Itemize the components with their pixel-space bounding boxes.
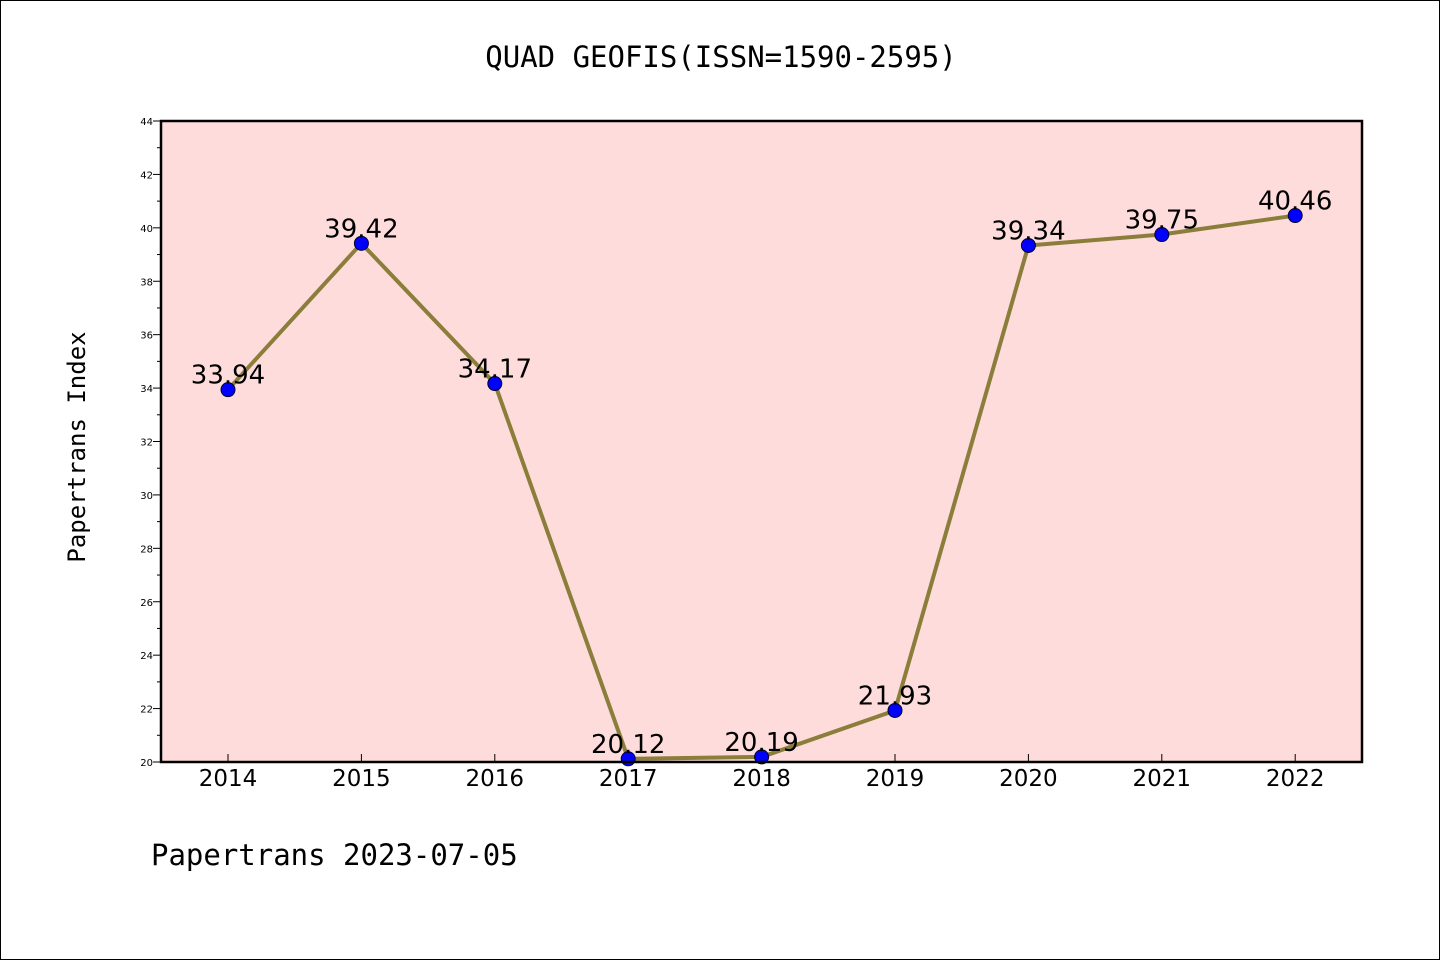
- data-point: [887, 702, 903, 718]
- y-tick-label: 22: [140, 705, 153, 716]
- x-tick-label: 2015: [332, 766, 391, 792]
- y-tick-label: 24: [140, 651, 153, 662]
- data-point: [487, 376, 503, 392]
- x-tick-label: 2016: [466, 766, 525, 792]
- y-tick-label: 44: [140, 117, 153, 128]
- data-label: 40.46: [1258, 187, 1332, 217]
- data-label: 39.34: [991, 216, 1065, 246]
- series-markers: [220, 208, 1303, 767]
- x-tick-label: 2014: [199, 766, 258, 792]
- chart-title: QUAD GEOFIS(ISSN=1590-2595): [485, 40, 956, 74]
- x-tick-label: 2017: [599, 766, 658, 792]
- data-label: 34.17: [458, 355, 532, 385]
- x-axis: 2014 2015 2016 2017 2018 2019 2020 2021 2022: [199, 754, 1325, 792]
- footer-credit: Papertrans 2023-07-05: [151, 838, 518, 872]
- y-tick-label: 38: [140, 277, 153, 288]
- y-tick-label: 20: [140, 758, 153, 769]
- data-label: 39.75: [1125, 206, 1199, 236]
- y-tick-label: 34: [140, 384, 153, 395]
- data-point: [754, 749, 770, 765]
- y-tick-label: 28: [140, 544, 153, 555]
- data-point: [1154, 227, 1170, 243]
- y-tick-label: 36: [140, 331, 153, 342]
- data-point: [1287, 208, 1303, 224]
- y-tick-label: 42: [140, 170, 153, 181]
- data-label: 33.94: [191, 361, 265, 391]
- y-axis-label: Papertrans Index: [63, 331, 91, 562]
- x-tick-label: 2021: [1133, 766, 1192, 792]
- y-axis: 20 22 24 26 28 30 32 34 36 38 40 42 44: [140, 117, 161, 769]
- data-label: 21.93: [858, 681, 932, 711]
- data-label: 20.19: [724, 728, 798, 758]
- x-tick-label: 2022: [1266, 766, 1325, 792]
- y-tick-label: 32: [140, 438, 153, 449]
- x-tick-label: 2020: [999, 766, 1058, 792]
- plot-border: [159, 119, 1364, 764]
- x-tick-label: 2018: [732, 766, 791, 792]
- data-point: [220, 382, 236, 398]
- y-tick-label: 30: [140, 491, 153, 502]
- data-point: [353, 235, 369, 251]
- y-tick-label: 40: [140, 224, 153, 235]
- data-labels: 33.94 39.42 34.17 20.12 20.19 21.93 39.34 39.75…: [191, 187, 1333, 760]
- data-label: 39.42: [324, 214, 398, 244]
- x-tick-label: 2019: [866, 766, 925, 792]
- y-tick-label: 26: [140, 598, 153, 609]
- data-label: 20.12: [591, 730, 665, 760]
- data-point: [1020, 237, 1036, 253]
